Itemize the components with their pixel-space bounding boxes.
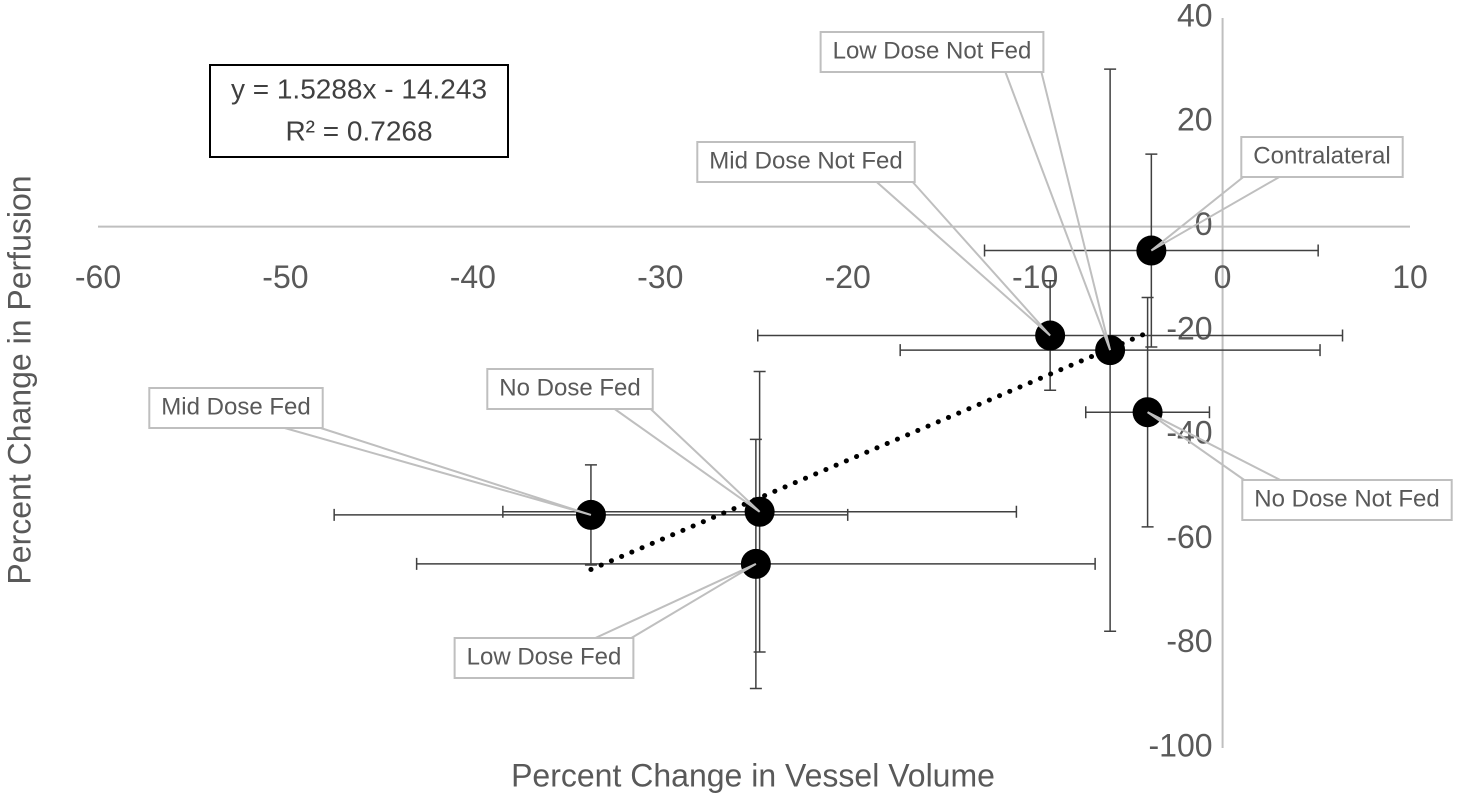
callout-leader bbox=[614, 408, 761, 513]
callout: Mid Dose Fed bbox=[148, 387, 592, 516]
callout: No Dose Not Fed bbox=[1147, 411, 1453, 521]
y-tick-label: -80 bbox=[1166, 623, 1212, 659]
callout-box bbox=[1241, 479, 1453, 521]
y-axis-title: Percent Change in Perfusion bbox=[1, 175, 37, 584]
callout-leader bbox=[594, 563, 757, 639]
trendline bbox=[588, 328, 1154, 572]
callout-leader bbox=[284, 427, 592, 516]
trendline-r2: R² = 0.7268 bbox=[285, 115, 432, 146]
callout-box bbox=[486, 368, 654, 410]
y-tick-label: 20 bbox=[1177, 102, 1213, 138]
trendline-equation: y = 1.5288x - 14.243 bbox=[231, 73, 487, 104]
callout-box bbox=[819, 31, 1045, 73]
x-axis-title: Percent Change in Vessel Volume bbox=[511, 757, 995, 793]
x-tick-label: -50 bbox=[262, 259, 308, 295]
callout-box bbox=[453, 637, 635, 679]
y-tick-label: 0 bbox=[1195, 206, 1213, 242]
x-tick-label: -40 bbox=[450, 259, 496, 295]
callout-leader bbox=[1147, 411, 1281, 481]
callout-leader bbox=[876, 181, 1051, 337]
point-label: Contralateral bbox=[1253, 142, 1390, 169]
y-tick-label: 40 bbox=[1177, 0, 1213, 33]
y-tick-label: -60 bbox=[1166, 519, 1212, 555]
callout: Low Dose Fed bbox=[453, 563, 757, 679]
callout: Low Dose Not Fed bbox=[819, 31, 1112, 351]
equation-box bbox=[209, 64, 509, 158]
x-tick-label: 10 bbox=[1392, 259, 1428, 295]
callout: No Dose Fed bbox=[486, 368, 761, 513]
y-tick-label: -100 bbox=[1149, 727, 1213, 763]
point-label: Low Dose Fed bbox=[467, 643, 622, 670]
point-label: No Dose Fed bbox=[499, 374, 640, 401]
callout-leader bbox=[1150, 176, 1280, 252]
x-tick-label: -30 bbox=[637, 259, 683, 295]
callout-box bbox=[1240, 136, 1404, 178]
callout-box bbox=[696, 141, 916, 183]
y-tick-label: -20 bbox=[1166, 310, 1212, 346]
callout: Contralateral bbox=[1150, 136, 1404, 252]
x-tick-label: -10 bbox=[1012, 259, 1058, 295]
point-label: Mid Dose Not Fed bbox=[709, 147, 902, 174]
point-label: Low Dose Not Fed bbox=[833, 37, 1032, 64]
callout-box bbox=[148, 387, 324, 429]
point-label: No Dose Not Fed bbox=[1254, 485, 1439, 512]
x-tick-label: -20 bbox=[825, 259, 871, 295]
x-tick-label: 0 bbox=[1214, 259, 1232, 295]
callout-leader bbox=[1004, 71, 1112, 351]
point-label: Mid Dose Fed bbox=[161, 393, 310, 420]
x-tick-label: -60 bbox=[75, 259, 121, 295]
callout: Mid Dose Not Fed bbox=[696, 141, 1051, 337]
